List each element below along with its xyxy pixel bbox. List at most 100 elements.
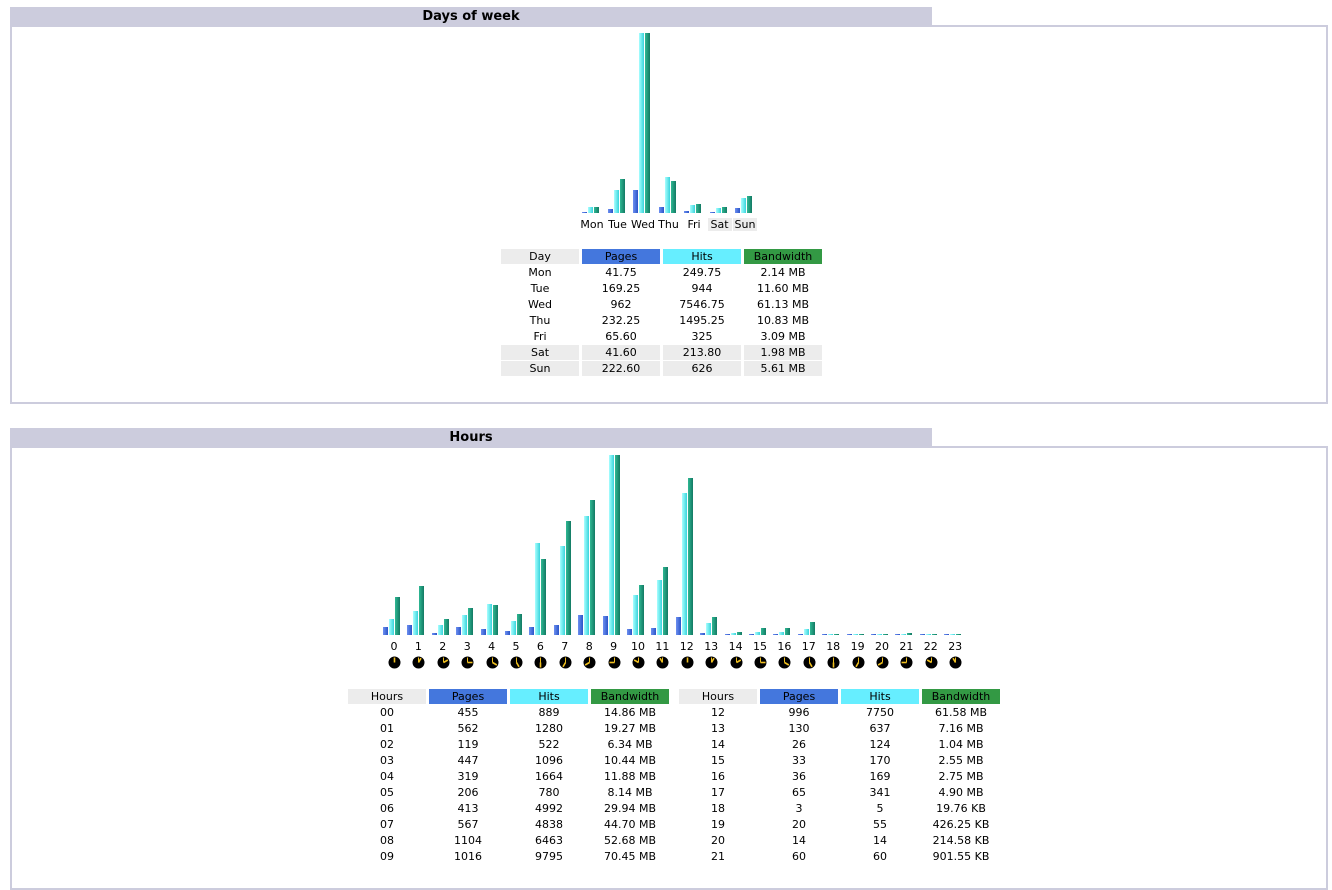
cell-pages: 996 <box>788 706 810 719</box>
pages-bar <box>684 211 689 213</box>
hits-bar <box>584 516 590 635</box>
col-hits: Hits <box>663 249 741 264</box>
cell-hits: 4992 <box>535 802 563 815</box>
hits-bar <box>511 621 516 635</box>
clock-icon <box>876 656 889 672</box>
cell-pages: 36 <box>792 770 806 783</box>
cell-hour: 19 <box>711 818 725 831</box>
pages-bar <box>553 625 559 635</box>
x-tick-label: 2 <box>439 640 447 653</box>
table-row: 04 319 1664 11.88 MB <box>348 769 669 784</box>
x-tick-label: 10 <box>631 640 645 653</box>
bandwidth-bar <box>858 634 864 635</box>
cell-pages: 130 <box>788 722 810 735</box>
bandwidth-bar <box>721 207 727 213</box>
cell-hour: 21 <box>711 850 725 863</box>
clock-icon <box>949 656 962 672</box>
cell-hour: 20 <box>711 834 725 847</box>
x-tick-label: Sat <box>707 218 732 231</box>
pages-bar <box>529 627 535 635</box>
clock-icon <box>437 656 450 672</box>
table-row: Wed 962 7546.75 61.13 MB <box>501 297 822 312</box>
clock-icon <box>681 656 694 672</box>
col-pages: Pages <box>760 689 838 704</box>
cell-hits: 7546.75 <box>679 298 725 311</box>
pages-bar <box>675 617 681 635</box>
clock-icon <box>754 656 767 672</box>
pages-bar <box>709 212 715 213</box>
x-tick-label: 21 <box>899 640 914 653</box>
col-hours: Hours <box>679 689 757 704</box>
hits-bar <box>877 634 882 635</box>
bandwidth-bar <box>931 634 937 635</box>
cell-hour: 12 <box>711 706 725 719</box>
col-pages: Pages <box>429 689 507 704</box>
hits-bar <box>413 611 419 635</box>
cell-pages: 60 <box>792 850 806 863</box>
days-bar-chart <box>582 33 757 213</box>
cell-hour: 18 <box>711 802 725 815</box>
cell-bandwidth: 6.34 MB <box>607 738 653 751</box>
cell-hits: 4838 <box>535 818 563 831</box>
cell-hits: 170 <box>869 754 891 767</box>
pages-bar <box>607 209 613 213</box>
table-row: 08 1104 6463 52.68 MB <box>348 833 669 848</box>
cell-bandwidth: 11.88 MB <box>603 770 657 783</box>
hits-bar <box>633 595 638 635</box>
x-tick-label: 23 <box>948 640 963 653</box>
cell-hits: 1664 <box>535 770 563 783</box>
x-tick-label: Mon <box>580 218 604 231</box>
table-row: Thu 232.25 1495.25 10.83 MB <box>501 313 822 328</box>
cell-day: Mon <box>528 266 552 279</box>
cell-bandwidth: 52.68 MB <box>603 834 657 847</box>
cell-hour: 13 <box>711 722 725 735</box>
bandwidth-bar <box>747 196 752 213</box>
cell-hour: 15 <box>711 754 725 767</box>
cell-hour: 00 <box>380 706 394 719</box>
table-row: 01 562 1280 19.27 MB <box>348 721 669 736</box>
clock-icon <box>852 656 865 672</box>
table-row: 02 119 522 6.34 MB <box>348 737 669 752</box>
cell-hits: 522 <box>538 738 560 751</box>
hits-bar <box>681 493 687 635</box>
cell-hits: 60 <box>873 850 887 863</box>
cell-hits: 944 <box>691 282 713 295</box>
table-row: 17 65 341 4.90 MB <box>679 785 1000 800</box>
cell-hits: 7750 <box>866 706 894 719</box>
clock-icon <box>730 656 743 672</box>
cell-day: Fri <box>533 330 547 343</box>
bandwidth-bar <box>687 478 693 635</box>
table-row: 05 206 780 8.14 MB <box>348 785 669 800</box>
pages-bar <box>658 207 664 213</box>
hits-bar <box>828 634 834 635</box>
cell-bandwidth: 426.25 KB <box>932 818 990 831</box>
x-tick-label: 18 <box>826 640 841 653</box>
hits-bar <box>852 634 858 635</box>
table-row: 20 14 14 214.58 KB <box>679 833 1000 848</box>
cell-pages: 26 <box>792 738 806 751</box>
hits-bar <box>657 580 663 635</box>
cell-pages: 222.60 <box>582 361 660 376</box>
cell-hour: 09 <box>380 850 394 863</box>
pages-bar <box>724 634 730 635</box>
bandwidth-bar <box>645 33 650 213</box>
hits-bar <box>715 208 721 213</box>
cell-hits: 1495.25 <box>679 314 725 327</box>
cell-hits: 5 <box>876 802 884 815</box>
x-tick-label: 15 <box>753 640 767 653</box>
pages-bar <box>773 634 779 635</box>
table-row: Mon 41.75 249.75 2.14 MB <box>501 265 822 280</box>
cell-pages: 447 <box>457 754 479 767</box>
col-bandwidth: Bandwidth <box>744 249 822 264</box>
cell-bandwidth: 11.60 MB <box>756 282 810 295</box>
days-of-week-panel <box>10 25 1328 404</box>
cell-hour: 07 <box>380 818 394 831</box>
x-tick-label: Thu <box>658 218 679 231</box>
col-hits: Hits <box>510 689 588 704</box>
pages-bar <box>431 633 437 635</box>
table-row: 14 26 124 1.04 MB <box>679 737 1000 752</box>
cell-hour: 05 <box>380 786 394 799</box>
bandwidth-bar <box>663 567 669 635</box>
table-row: 07 567 4838 44.70 MB <box>348 817 669 832</box>
pages-bar <box>895 634 901 635</box>
